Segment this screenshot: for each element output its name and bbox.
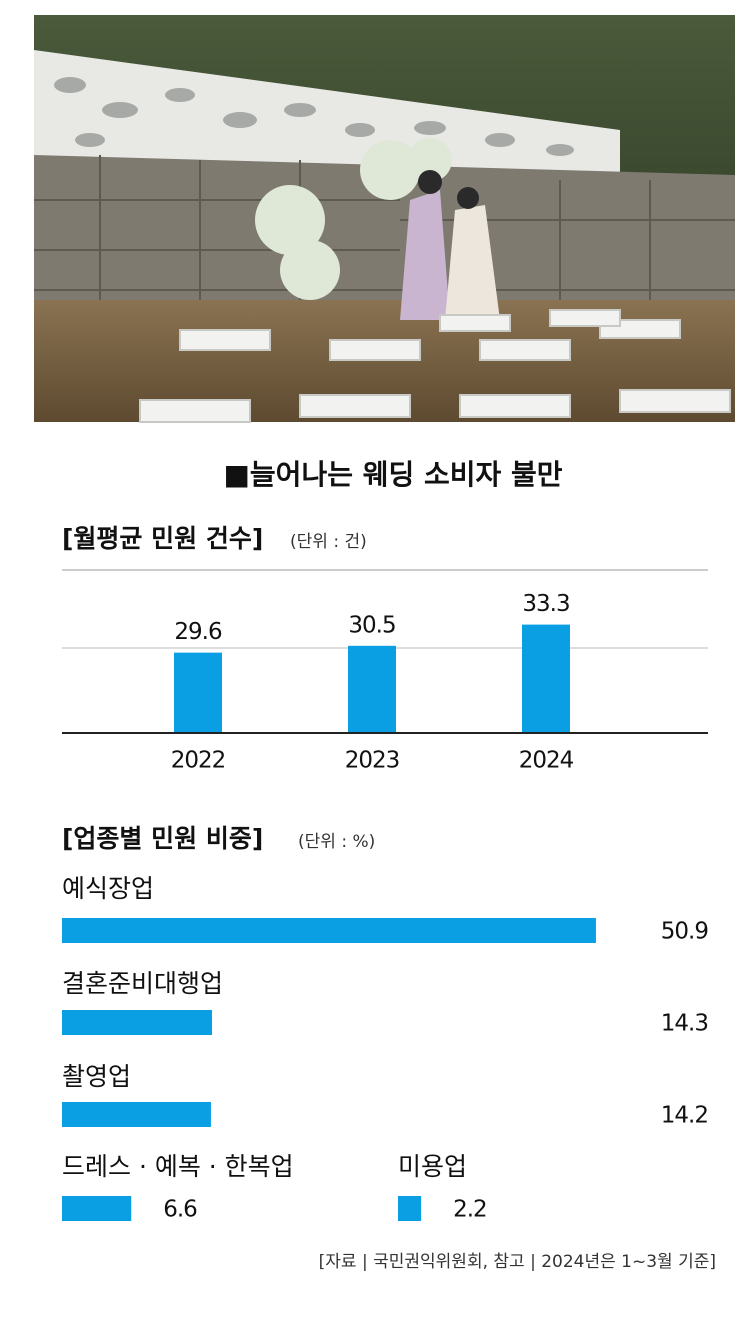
value-label: 6.6: [163, 1197, 197, 1223]
category-label: 미용업: [398, 1152, 467, 1181]
x-tick-label: 2023: [345, 748, 400, 774]
bar: [522, 624, 570, 733]
chart-title: [업종별 민원 비중]: [62, 824, 263, 853]
bar: [62, 1102, 211, 1127]
bar: [348, 645, 396, 733]
value-label: 14.3: [661, 1011, 708, 1037]
bar: [398, 1196, 422, 1221]
category-label: 촬영업: [62, 1062, 131, 1091]
value-label: 14.2: [661, 1103, 708, 1129]
unit-label: (단위 : %): [298, 832, 375, 852]
value-label: 30.5: [348, 612, 395, 638]
value-label: 29.6: [174, 619, 222, 645]
category-label: 예식장업: [62, 874, 154, 903]
source: [자료 | 국민권익위원회, 참고 | 2024년은 1~3월 기준]: [319, 1252, 716, 1272]
bar: [62, 918, 596, 943]
category-label: 결혼준비대행업: [62, 969, 223, 998]
value-label: 50.9: [661, 919, 709, 945]
value-label: 2.2: [453, 1197, 487, 1223]
photo: [34, 15, 735, 423]
bar: [62, 1010, 213, 1035]
x-tick-label: 2022: [171, 748, 226, 774]
bar: [174, 652, 222, 733]
category-label: 드레스 · 예복 · 한복업: [62, 1152, 294, 1181]
main-title: ■늘어나는 웨딩 소비자 불만: [223, 458, 562, 491]
bar: [62, 1196, 132, 1221]
unit-label: (단위 : 건): [290, 532, 367, 552]
chart-title: [월평균 민원 건수]: [62, 524, 263, 553]
x-tick-label: 2024: [519, 748, 574, 774]
value-label: 33.3: [522, 591, 569, 617]
